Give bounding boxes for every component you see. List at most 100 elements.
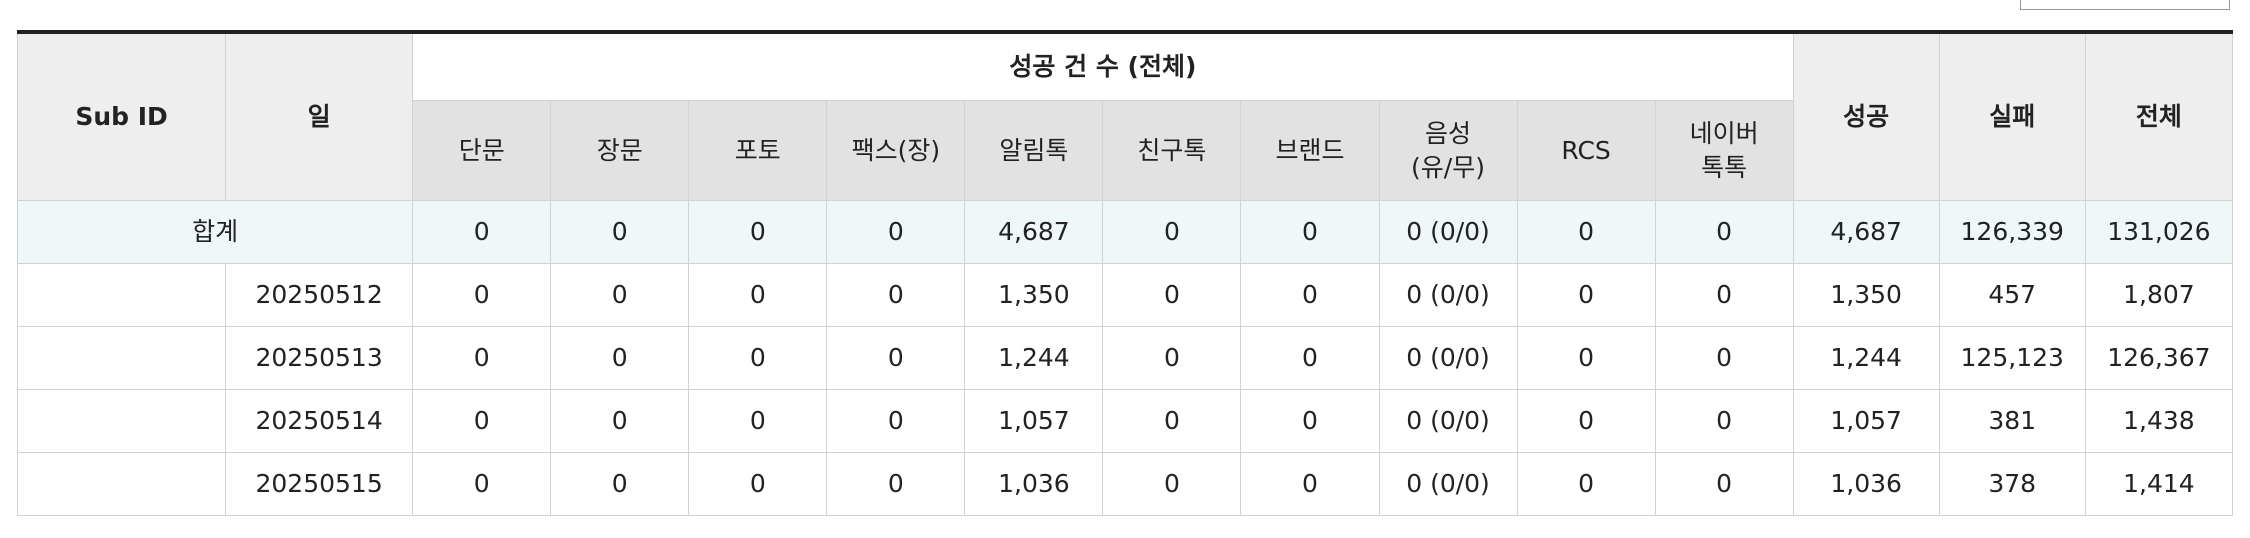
header-rcs: RCS [1516, 100, 1656, 201]
header-voice-label: 음성 [1425, 118, 1472, 148]
header-alimtalk-label: 알림톡 [999, 135, 1069, 165]
row-total: 1,807 [2084, 263, 2234, 327]
row-cell-voice: 0 (0/0) [1378, 389, 1518, 453]
row-cell-alimtalk: 1,057 [964, 389, 1104, 453]
header-photo-label: 포토 [734, 135, 781, 165]
header-success: 성공 [1792, 31, 1940, 201]
header-voice-sublabel: (유/무) [1411, 152, 1485, 182]
row-cell-alimtalk: 1,036 [964, 452, 1104, 516]
row-fail: 457 [1938, 263, 2086, 327]
row-cell-fax: 0 [826, 452, 966, 516]
row-cell-sms: 0 [412, 326, 552, 390]
header-naver-talktalk: 네이버 톡톡 [1654, 100, 1794, 201]
row-cell-lms: 0 [550, 263, 690, 327]
total-cell-naver: 0 [1654, 200, 1794, 264]
row-cell-voice: 0 (0/0) [1378, 452, 1518, 516]
top-control-box[interactable] [2020, 0, 2230, 10]
row-cell-friendtalk: 0 [1102, 263, 1242, 327]
row-cell-voice: 0 (0/0) [1378, 263, 1518, 327]
row-day: 20250515 [225, 452, 414, 516]
row-day: 20250513 [225, 326, 414, 390]
table-row: 20250514 0 0 0 0 1,057 0 0 0 (0/0) 0 0 1… [16, 389, 2234, 453]
header-rcs-label: RCS [1561, 135, 1611, 165]
total-cell-rcs: 0 [1516, 200, 1656, 264]
row-cell-rcs: 0 [1516, 326, 1656, 390]
total-success: 4,687 [1792, 200, 1940, 264]
row-cell-brand: 0 [1240, 452, 1380, 516]
total-cell-lms: 0 [550, 200, 690, 264]
header-sub-id: Sub ID [16, 31, 227, 201]
header-total: 전체 [2084, 31, 2234, 201]
header-talktalk-label: 톡톡 [1701, 152, 1748, 182]
header-success-count-group: 성공 건 수 (전체) [412, 31, 1794, 101]
row-cell-naver: 0 [1654, 389, 1794, 453]
row-cell-voice: 0 (0/0) [1378, 326, 1518, 390]
header-day: 일 [225, 31, 414, 201]
row-cell-photo: 0 [688, 326, 828, 390]
row-success: 1,036 [1792, 452, 1940, 516]
row-cell-brand: 0 [1240, 326, 1380, 390]
header-friendtalk-label: 친구톡 [1137, 135, 1207, 165]
row-success: 1,244 [1792, 326, 1940, 390]
total-cell-brand: 0 [1240, 200, 1380, 264]
row-cell-alimtalk: 1,244 [964, 326, 1104, 390]
row-cell-photo: 0 [688, 389, 828, 453]
total-total: 131,026 [2084, 200, 2234, 264]
total-cell-photo: 0 [688, 200, 828, 264]
stats-table: Sub ID 일 성공 건 수 (전체) 성공 실패 전체 단문 장문 포토 팩… [16, 30, 2234, 516]
row-cell-rcs: 0 [1516, 389, 1656, 453]
header-naver-label: 네이버 [1689, 118, 1759, 148]
row-cell-lms: 0 [550, 389, 690, 453]
row-cell-lms: 0 [550, 326, 690, 390]
table-row: 20250515 0 0 0 0 1,036 0 0 0 (0/0) 0 0 1… [16, 452, 2234, 516]
table-body: 합계 0 0 0 0 4,687 0 0 0 (0/0) 0 0 4,687 1… [16, 200, 2234, 516]
header-brand: 브랜드 [1240, 100, 1380, 201]
row-sub-id [16, 263, 227, 327]
header-fax-label: 팩스(장) [851, 135, 941, 165]
row-cell-sms: 0 [412, 389, 552, 453]
row-cell-photo: 0 [688, 452, 828, 516]
row-sub-id [16, 389, 227, 453]
header-friendtalk: 친구톡 [1102, 100, 1242, 201]
total-cell-friendtalk: 0 [1102, 200, 1242, 264]
header-fax: 팩스(장) [826, 100, 966, 201]
table-row: 20250513 0 0 0 0 1,244 0 0 0 (0/0) 0 0 1… [16, 326, 2234, 390]
row-cell-lms: 0 [550, 452, 690, 516]
row-cell-naver: 0 [1654, 452, 1794, 516]
header-fail: 실패 [1938, 31, 2086, 201]
row-cell-brand: 0 [1240, 263, 1380, 327]
header-brand-label: 브랜드 [1275, 135, 1345, 165]
row-fail: 378 [1938, 452, 2086, 516]
row-success: 1,350 [1792, 263, 1940, 327]
row-cell-friendtalk: 0 [1102, 452, 1242, 516]
header-lms-label: 장문 [596, 135, 643, 165]
total-label: 합계 [16, 200, 414, 264]
row-cell-alimtalk: 1,350 [964, 263, 1104, 327]
row-cell-naver: 0 [1654, 326, 1794, 390]
row-cell-fax: 0 [826, 263, 966, 327]
table-row: 20250512 0 0 0 0 1,350 0 0 0 (0/0) 0 0 1… [16, 263, 2234, 327]
total-row: 합계 0 0 0 0 4,687 0 0 0 (0/0) 0 0 4,687 1… [16, 200, 2234, 264]
header-alimtalk: 알림톡 [964, 100, 1104, 201]
header-lms: 장문 [550, 100, 690, 201]
total-cell-fax: 0 [826, 200, 966, 264]
total-fail: 126,339 [1938, 200, 2086, 264]
total-cell-voice: 0 (0/0) [1378, 200, 1518, 264]
row-success: 1,057 [1792, 389, 1940, 453]
header-sms: 단문 [412, 100, 552, 201]
row-cell-fax: 0 [826, 326, 966, 390]
row-cell-rcs: 0 [1516, 452, 1656, 516]
row-total: 1,414 [2084, 452, 2234, 516]
row-cell-sms: 0 [412, 263, 552, 327]
row-cell-rcs: 0 [1516, 263, 1656, 327]
total-cell-alimtalk: 4,687 [964, 200, 1104, 264]
row-sub-id [16, 326, 227, 390]
row-total: 126,367 [2084, 326, 2234, 390]
header-voice: 음성 (유/무) [1378, 100, 1518, 201]
row-day: 20250514 [225, 389, 414, 453]
row-cell-naver: 0 [1654, 263, 1794, 327]
row-fail: 125,123 [1938, 326, 2086, 390]
header-sms-label: 단문 [458, 135, 505, 165]
row-day: 20250512 [225, 263, 414, 327]
row-cell-friendtalk: 0 [1102, 389, 1242, 453]
